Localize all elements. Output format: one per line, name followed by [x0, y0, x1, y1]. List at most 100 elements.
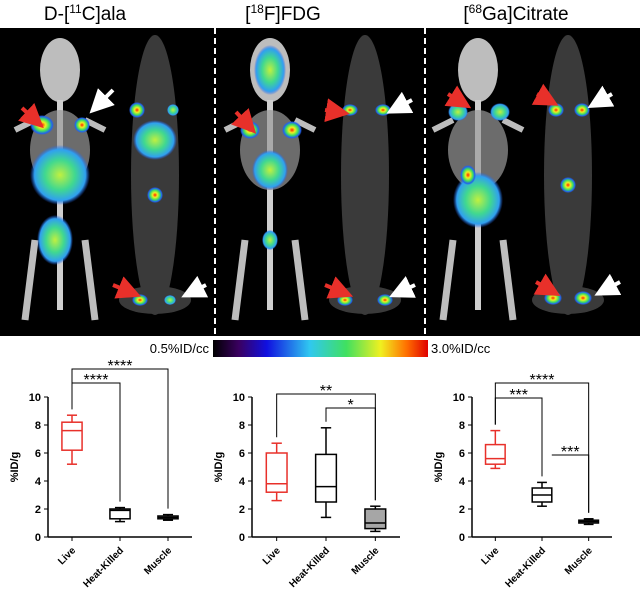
- x-tick-label: Heat-Killed: [503, 545, 548, 590]
- uptake: [453, 172, 503, 228]
- spine: [267, 100, 273, 310]
- y-tick-label: 0: [239, 532, 245, 544]
- y-tick-label: 8: [35, 420, 41, 432]
- y-tick-label: 10: [29, 392, 41, 404]
- box: [364, 508, 387, 530]
- colorbar-max-label: 3.0%ID/cc: [431, 341, 491, 356]
- x-tick-label: Live: [480, 545, 502, 567]
- ct-slice: [544, 35, 592, 315]
- uptake: [448, 103, 468, 121]
- x-tick-label: Heat-Killed: [287, 545, 332, 590]
- box: [265, 452, 288, 493]
- y-axis-label: %ID/g: [213, 452, 225, 483]
- x-tick-label: Heat-Killed: [81, 545, 126, 590]
- ct-slice: [341, 35, 389, 315]
- ct-slice: [131, 35, 179, 315]
- significance-label: *: [348, 397, 354, 414]
- arrow: [594, 273, 622, 296]
- significance-label: ****: [108, 358, 133, 375]
- uptake: [544, 291, 562, 305]
- y-tick-label: 8: [459, 420, 465, 432]
- legs: [21, 239, 99, 321]
- significance-label: ****: [530, 372, 555, 389]
- image-background: [0, 28, 640, 336]
- uptake: [490, 103, 510, 121]
- arrow: [386, 91, 414, 114]
- arrow: [324, 276, 354, 299]
- significance-label: ***: [561, 444, 580, 461]
- arrow: [181, 275, 209, 298]
- arrow: [389, 276, 416, 298]
- y-tick-label: 2: [239, 504, 245, 516]
- significance-label: ***: [509, 387, 528, 404]
- box: [109, 508, 131, 520]
- significance-bracket: [494, 397, 543, 477]
- arrow: [112, 276, 142, 299]
- uptake: [460, 165, 476, 185]
- significance-label: **: [320, 383, 332, 400]
- uptake: [240, 121, 260, 139]
- panel-title: [68Ga]Citrate: [463, 2, 568, 25]
- legs: [439, 239, 517, 321]
- x-tick-label: Muscle: [563, 545, 595, 577]
- y-tick-label: 4: [239, 476, 246, 488]
- uptake: [548, 103, 564, 117]
- legs: [231, 239, 309, 321]
- significance-bracket: [325, 407, 376, 501]
- uptake: [164, 295, 176, 305]
- colorbar: [213, 340, 428, 357]
- uptake: [74, 117, 90, 133]
- panel-title: D-[11C]ala: [44, 2, 127, 25]
- uptake: [167, 104, 179, 116]
- colorbar-min-label: 0.5%ID/cc: [150, 341, 210, 356]
- title-superscript: 68: [469, 2, 483, 16]
- x-tick-label: Muscle: [350, 545, 382, 577]
- pet-ct-images: [13, 35, 622, 321]
- y-tick-label: 10: [453, 392, 465, 404]
- arrow: [531, 83, 559, 106]
- arrow: [89, 88, 115, 114]
- uptake: [282, 121, 302, 139]
- uptake: [254, 45, 286, 95]
- title-text: Ga]Citrate: [482, 4, 569, 25]
- skull: [458, 38, 498, 102]
- title-superscript: 11: [69, 2, 82, 16]
- y-axis-label: %ID/g: [433, 452, 445, 483]
- uptake: [377, 294, 393, 306]
- uptake: [342, 104, 358, 116]
- box: [484, 443, 506, 465]
- y-tick-label: 2: [459, 504, 465, 516]
- arms: [431, 117, 525, 133]
- significance-bracket: [551, 454, 590, 513]
- y-tick-label: 0: [459, 532, 465, 544]
- uptake: [129, 102, 145, 118]
- uptake: [337, 294, 353, 306]
- arrow: [533, 273, 561, 296]
- ct-axial: [532, 286, 604, 314]
- uptake: [574, 291, 592, 305]
- arrow: [587, 85, 615, 108]
- uptake: [574, 103, 590, 117]
- title-text: [: [245, 4, 251, 25]
- title-text: C]ala: [82, 4, 127, 25]
- uptake: [252, 150, 288, 190]
- uptake: [30, 145, 90, 205]
- arrow: [18, 103, 44, 129]
- uptake: [262, 230, 278, 250]
- y-tick-label: 10: [233, 392, 245, 404]
- x-tick-label: Live: [56, 545, 78, 567]
- box: [61, 421, 83, 451]
- arrow: [231, 108, 257, 134]
- uptake: [375, 104, 391, 116]
- arrow: [324, 98, 350, 123]
- y-tick-label: 0: [35, 532, 41, 544]
- uptake: [132, 294, 148, 306]
- y-axis-label: %ID/g: [9, 452, 21, 483]
- title-text: [: [463, 4, 469, 25]
- y-tick-label: 6: [459, 448, 465, 460]
- y-tick-label: 8: [239, 420, 245, 432]
- title-superscript: 18: [250, 2, 264, 16]
- y-tick-label: 4: [459, 476, 466, 488]
